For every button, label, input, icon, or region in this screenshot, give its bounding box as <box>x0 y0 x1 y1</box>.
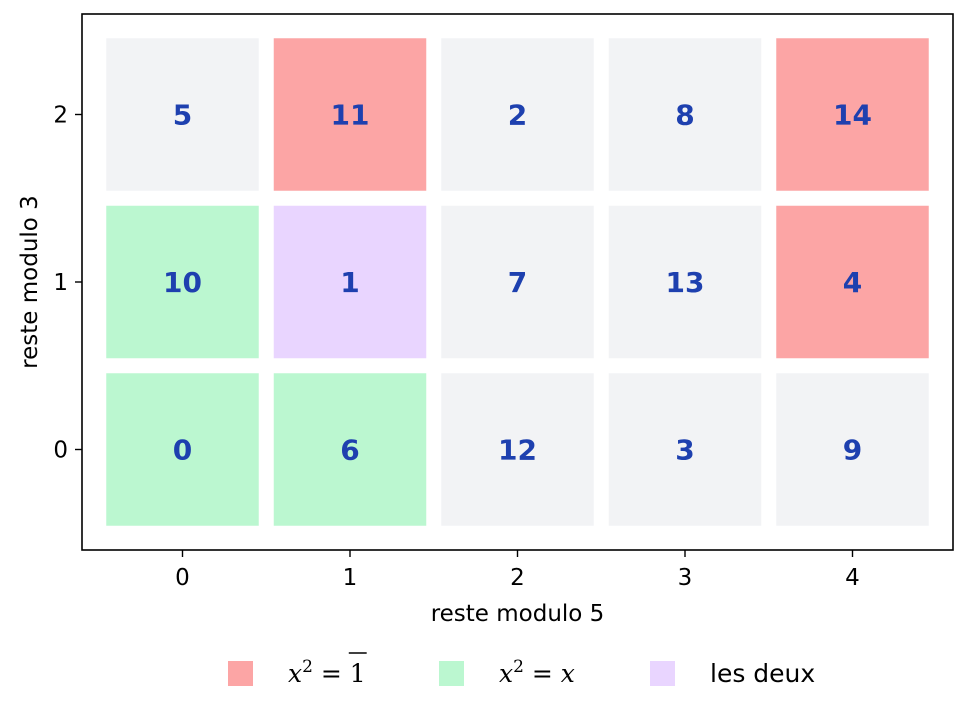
cell-value-label-3-0: 3 <box>675 434 694 467</box>
cell-value-label-4-0: 9 <box>843 434 862 467</box>
y-axis-label: reste modulo 3 <box>17 195 43 369</box>
heatmap-cell-1-0 <box>273 373 427 526</box>
heatmap-cell-3-1 <box>608 205 762 359</box>
heatmap-cell-3-2 <box>608 38 762 191</box>
heatmap-cell-4-2 <box>776 38 929 191</box>
cell-value-label-1-2: 11 <box>331 99 370 132</box>
cell-value-label-1-0: 6 <box>340 434 359 467</box>
cell-value-label-4-1: 4 <box>843 266 862 299</box>
heatmap-cell-2-0 <box>441 373 594 526</box>
cell-value-label-3-1: 13 <box>666 266 705 299</box>
heatmap-cell-2-2 <box>441 38 594 191</box>
heatmap-cell-4-0 <box>776 373 929 526</box>
heatmap-cell-4-1 <box>776 205 929 359</box>
heatmap-cell-2-1 <box>441 205 594 359</box>
legend-swatch-idempotent <box>439 661 464 686</box>
legend-label-idempotent: x2 = x <box>499 657 575 688</box>
x-tick-label-1: 1 <box>343 565 358 591</box>
heatmap-cell-0-2 <box>106 38 259 191</box>
x-tick-label-3: 3 <box>678 565 693 591</box>
cell-value-label-1-1: 1 <box>340 266 359 299</box>
legend-label-both: les deux <box>710 659 815 688</box>
cell-value-label-3-2: 8 <box>675 99 694 132</box>
heatmap-cell-1-1 <box>273 205 427 359</box>
y-tick-label-0: 0 <box>53 438 68 464</box>
cell-value-label-2-2: 2 <box>508 99 527 132</box>
cell-value-label-2-0: 12 <box>498 434 537 467</box>
heatmap-cell-3-0 <box>608 373 762 526</box>
heatmap-cell-0-0 <box>106 373 259 526</box>
x-tick-label-0: 0 <box>175 565 190 591</box>
cell-value-label-0-0: 0 <box>173 434 192 467</box>
legend-item-sq_minus_one: x2 = 1 <box>228 652 367 688</box>
legend: x2 = 1 x2 = x les deux <box>228 652 815 688</box>
x-axis-label: reste modulo 5 <box>431 601 605 627</box>
cell-value-label-2-1: 7 <box>508 266 527 299</box>
y-tick-label-1: 1 <box>53 270 68 296</box>
cell-value-label-0-2: 5 <box>173 99 192 132</box>
heatmap-cell-1-2 <box>273 38 427 191</box>
y-tick-label-2: 2 <box>53 103 68 129</box>
cells-layer: 5 11 2 8 14 10 1 7 13 4 0 6 12 3 9 <box>106 38 929 526</box>
x-tick-label-2: 2 <box>510 565 525 591</box>
heatmap-cell-0-1 <box>106 205 259 359</box>
legend-swatch-sq_minus_one <box>228 661 253 686</box>
legend-item-idempotent: x2 = x <box>439 657 575 688</box>
legend-item-both: les deux <box>650 659 815 688</box>
cell-value-label-4-2: 14 <box>833 99 872 132</box>
x-tick-label-4: 4 <box>845 565 860 591</box>
legend-label-sq_minus_one: x2 = 1 <box>288 657 366 688</box>
legend-swatch-both <box>650 661 675 686</box>
cell-value-label-0-1: 10 <box>163 266 202 299</box>
